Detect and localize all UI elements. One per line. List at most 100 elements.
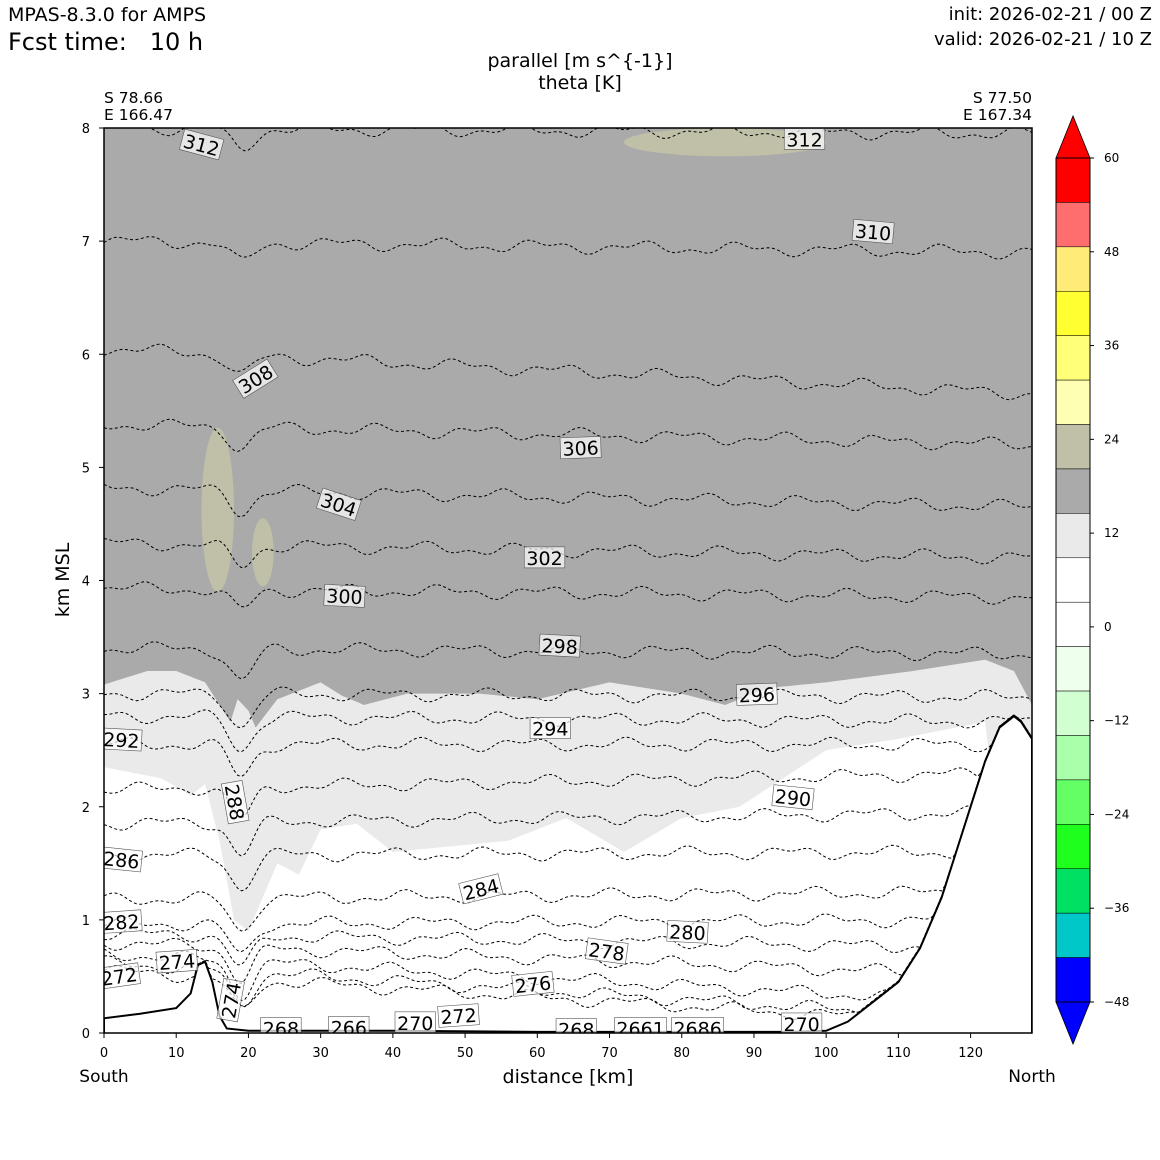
contour-label-text: 276 xyxy=(514,973,552,999)
contour-label-19: 276 xyxy=(511,970,555,999)
contour-label-26: 268 xyxy=(260,1017,302,1033)
x-tick-label: 0 xyxy=(100,1046,108,1061)
contour-label-box xyxy=(216,977,245,1023)
wind-fill-12-24 xyxy=(104,128,1032,728)
colorbar-segment xyxy=(1055,468,1091,514)
contour-label-box xyxy=(666,919,709,944)
theta-contour-278 xyxy=(104,714,1032,984)
x-tick-label: 80 xyxy=(673,1046,690,1061)
colorbar-tick-label: 36 xyxy=(1104,339,1119,353)
right-end-latitude: S 77.50 xyxy=(973,89,1032,107)
colorbar-segment xyxy=(1055,513,1091,559)
valid-time: valid: 2026-02-21 / 10 Z xyxy=(934,29,1152,50)
contour-label-text: 302 xyxy=(526,548,562,570)
x-tick-label: 120 xyxy=(958,1046,983,1061)
theta-contour-302 xyxy=(104,538,1032,569)
contour-label-23: 272 xyxy=(437,1003,480,1029)
colorbar-segment xyxy=(1055,690,1091,736)
x-axis-label: distance [km] xyxy=(503,1066,634,1088)
contour-label-text: 280 xyxy=(669,921,706,945)
contour-label-box xyxy=(529,717,571,739)
contour-label-box xyxy=(458,873,504,905)
theta-contour-272 xyxy=(104,714,1032,1020)
contour-label-2: 310 xyxy=(851,219,895,246)
plot-area: 312 3123103083063043023002982962942922902… xyxy=(102,128,1032,1042)
wind-fill-24-36-patch-2 xyxy=(252,518,274,587)
theta-contour-292 xyxy=(104,714,1032,778)
contour-label-text: 2686 xyxy=(673,1018,721,1040)
contour-label-22: 272 xyxy=(104,962,141,991)
colorbar-segment xyxy=(1055,379,1091,425)
colorbar-segment xyxy=(1055,246,1091,292)
contour-label-box xyxy=(178,128,225,161)
contour-label-6: 302 xyxy=(523,546,566,570)
colorbar-extend-min xyxy=(1055,1001,1091,1046)
chart-title: parallel [m s^{-1}] xyxy=(487,50,672,72)
contour-label-text: 2661 xyxy=(616,1018,664,1040)
colorbar-tick-label: 60 xyxy=(1104,151,1119,165)
contour-label-21: 274 xyxy=(216,977,246,1023)
contour-label-box xyxy=(104,909,143,934)
contour-label-box xyxy=(104,846,143,873)
colorbar-segment xyxy=(1055,779,1091,825)
colorbar-tick-label: 0 xyxy=(1104,620,1112,634)
contour-label-text: 290 xyxy=(774,786,812,812)
contour-label-text: 266 xyxy=(331,1017,367,1039)
x-tick-label: 110 xyxy=(886,1046,911,1061)
contour-label-text: 268 xyxy=(558,1020,594,1042)
theta-contour-290 xyxy=(104,714,1032,819)
contour-label-27: 266 xyxy=(328,1016,370,1039)
theta-contour-288 xyxy=(104,714,1032,857)
x-tick-label: 30 xyxy=(312,1046,329,1061)
theta-contour-280 xyxy=(104,714,1032,966)
colorbar-tick-label: −48 xyxy=(1104,995,1129,1009)
colorbar-tick-label: 48 xyxy=(1104,245,1119,259)
north-end-label: North xyxy=(1008,1067,1056,1087)
contour-label-text: 282 xyxy=(103,911,141,935)
theta-contour-306 xyxy=(104,418,1032,452)
contour-label-7: 300 xyxy=(323,583,366,609)
colorbar-tick-label: −12 xyxy=(1104,714,1129,728)
contour-label-9: 296 xyxy=(735,682,778,707)
contour-label-text: 272 xyxy=(440,1005,478,1029)
colorbar-segment xyxy=(1055,957,1091,1003)
contour-label-box xyxy=(260,1017,302,1033)
colorbar-tick-label: −36 xyxy=(1104,901,1129,915)
colorbar-tick-label: 12 xyxy=(1104,526,1119,540)
wind-fill-24-36-patch-1 xyxy=(201,427,234,592)
left-end-longitude: E 166.47 xyxy=(104,106,173,124)
forecast-time-value: 10 h xyxy=(149,28,204,56)
contour-label-29: 2661 xyxy=(614,1017,667,1040)
contour-label-12: 290 xyxy=(771,784,815,812)
contour-label-box xyxy=(328,1016,370,1033)
y-tick-label: 1 xyxy=(82,914,90,929)
contour-label-4: 306 xyxy=(559,436,602,461)
contour-label-11: 292 xyxy=(103,727,143,753)
right-end-longitude: E 167.34 xyxy=(963,106,1032,124)
contour-label-text: 278 xyxy=(587,939,626,966)
x-tick-label: 20 xyxy=(240,1046,257,1061)
colorbar-segment xyxy=(1055,157,1091,203)
y-tick-label: 7 xyxy=(82,235,90,250)
x-tick-label: 10 xyxy=(168,1046,185,1061)
contour-label-16: 282 xyxy=(103,909,143,935)
colorbar-segment xyxy=(1055,424,1091,470)
theta-contour-300 xyxy=(104,581,1032,608)
contour-label-24: 270 xyxy=(394,1011,436,1033)
contour-label-box xyxy=(315,487,362,521)
theta-contour-282 xyxy=(104,714,1032,953)
forecast-time: Fcst time: 10 h xyxy=(8,28,203,56)
colorbar-extend-max xyxy=(1055,114,1091,159)
y-tick-label: 2 xyxy=(82,801,90,816)
theta-contour-284 xyxy=(104,714,1032,932)
contour-label-text: 286 xyxy=(102,848,140,874)
x-tick-label: 90 xyxy=(746,1046,763,1061)
contour-label-text: 292 xyxy=(103,729,140,753)
colorbar: 60 48 36 24 12 0 −12 −24 −36 −48 xyxy=(1055,114,1129,1046)
colorbar-segment xyxy=(1055,868,1091,914)
chart-subtitle: theta [K] xyxy=(538,72,622,94)
contour-label-8: 298 xyxy=(538,633,581,659)
forecast-time-label: Fcst time: xyxy=(8,28,127,56)
contour-label-box xyxy=(555,1018,597,1033)
